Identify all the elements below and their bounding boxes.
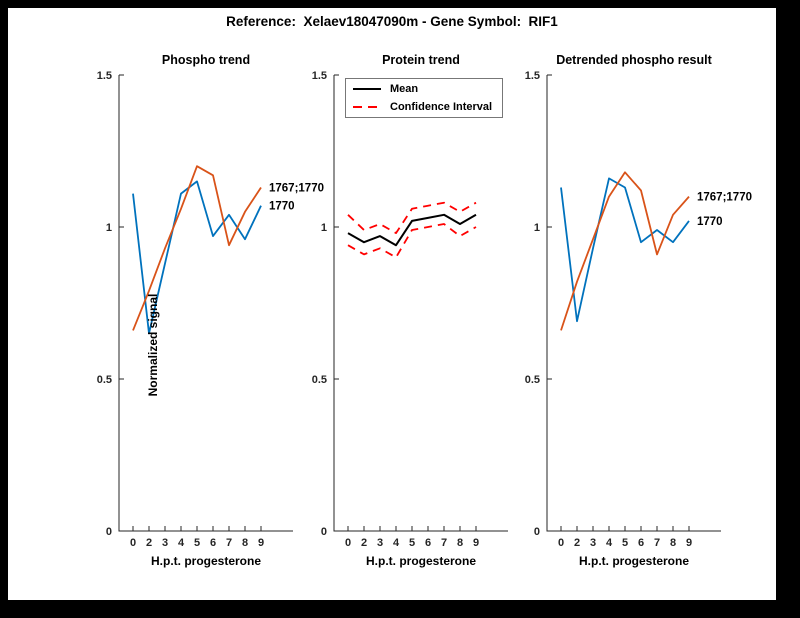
y-axis-label: Normalized signal <box>146 293 160 397</box>
y-tick-label: 1 <box>534 222 540 234</box>
protein-trend-plot: 00.511.50 2 3 4 5 6 7 8 9 <box>312 70 508 549</box>
mean-line-sample-icon <box>353 88 381 90</box>
x-tick-label: 7 <box>654 537 660 549</box>
y-tick-label: 1.5 <box>312 70 327 82</box>
y-tick-label: 0.5 <box>525 374 540 386</box>
x-axis-label: H.p.t. progesterone <box>150 554 261 568</box>
series-line-mean <box>347 213 477 247</box>
x-tick-label: 9 <box>258 537 264 549</box>
series-line-1770 <box>132 180 262 335</box>
panel-protein-trend: Protein trend 0 0.5 1 1.5 0 2 3 4 5 6 7 8 9 H.p.t. p… <box>284 40 564 585</box>
x-tick-label: 6 <box>425 537 431 549</box>
y-tick-label: 1.5 <box>97 70 112 82</box>
x-tick-label: 9 <box>473 537 479 549</box>
y-tick-label: 1 <box>106 222 112 234</box>
x-tick-label: 5 <box>409 537 415 549</box>
x-tick-label: 4 <box>606 537 613 549</box>
legend-label-mean: Mean <box>390 83 419 95</box>
x-tick-label: 8 <box>457 537 463 549</box>
x-tick-label: 7 <box>441 537 447 549</box>
series-line-1767-1770 <box>560 171 690 331</box>
axis-lines <box>333 75 508 532</box>
series-line-confidence-interval-upper <box>347 201 477 235</box>
ci-line-sample-icon <box>353 106 381 108</box>
x-tick-label: 0 <box>130 537 136 549</box>
x-axis-label: H.p.t. progesterone <box>365 554 476 568</box>
x-axis-label: H.p.t. progesterone <box>578 554 689 568</box>
x-tick-label: 6 <box>638 537 644 549</box>
x-tick-label: 2 <box>146 537 152 549</box>
x-tick-label: 3 <box>377 537 383 549</box>
series-line-confidence-interval-lower <box>347 223 477 259</box>
figure-title: Reference: Xelaev18047090m - Gene Symbol… <box>226 14 558 29</box>
x-tick-label: 4 <box>178 537 185 549</box>
x-tick-label: 2 <box>361 537 367 549</box>
x-tick-label: 6 <box>210 537 216 549</box>
panel-phospho-trend: Phospho trend 0 0.5 1 1.5 0 2 3 4 5 6 7 8 9 1770 1767;… <box>69 40 349 585</box>
y-tick-label: 1 <box>321 222 327 234</box>
x-tick-label: 9 <box>686 537 692 549</box>
legend-box: Mean Confidence Interval <box>345 78 503 118</box>
panel-title-protein-trend: Protein trend <box>382 53 460 67</box>
legend-label-confidence-interval: Confidence Interval <box>390 101 493 113</box>
x-tick-label: 0 <box>558 537 564 549</box>
legend-row-confidence-interval: Confidence Interval <box>346 100 502 115</box>
x-tick-label: 8 <box>242 537 248 549</box>
x-tick-label: 5 <box>194 537 200 549</box>
panel-title-phospho-trend: Phospho trend <box>161 53 251 67</box>
y-tick-label: 0 <box>106 526 112 538</box>
x-tick-label: 2 <box>574 537 580 549</box>
x-tick-label: 7 <box>226 537 232 549</box>
axis-lines <box>546 75 721 532</box>
series-end-label: 1767;1770 <box>697 192 752 204</box>
y-tick-label: 0 <box>321 526 327 538</box>
y-tick-label: 1.5 <box>525 70 540 82</box>
legend-row-mean: Mean <box>346 82 502 97</box>
x-tick-label: 4 <box>393 537 400 549</box>
x-tick-label: 3 <box>162 537 168 549</box>
panel-title-detrended-phospho: Detrended phospho result <box>556 53 712 67</box>
x-tick-label: 0 <box>345 537 351 549</box>
series-end-label: 1770 <box>269 201 295 213</box>
y-tick-label: 0.5 <box>97 374 112 386</box>
series-end-label: 1770 <box>697 216 723 228</box>
series-line-1767-1770 <box>132 165 262 331</box>
x-tick-label: 5 <box>622 537 628 549</box>
y-tick-label: 0.5 <box>312 374 327 386</box>
x-tick-label: 3 <box>590 537 596 549</box>
series-line-1770 <box>560 177 690 323</box>
y-tick-label: 0 <box>534 526 540 538</box>
series-end-label: 1767;1770 <box>269 182 324 194</box>
x-tick-label: 8 <box>670 537 676 549</box>
panel-detrended-phospho: Detrended phospho result 0 0.5 1 1.5 0 2 3 4 5 6 7… <box>497 40 777 585</box>
